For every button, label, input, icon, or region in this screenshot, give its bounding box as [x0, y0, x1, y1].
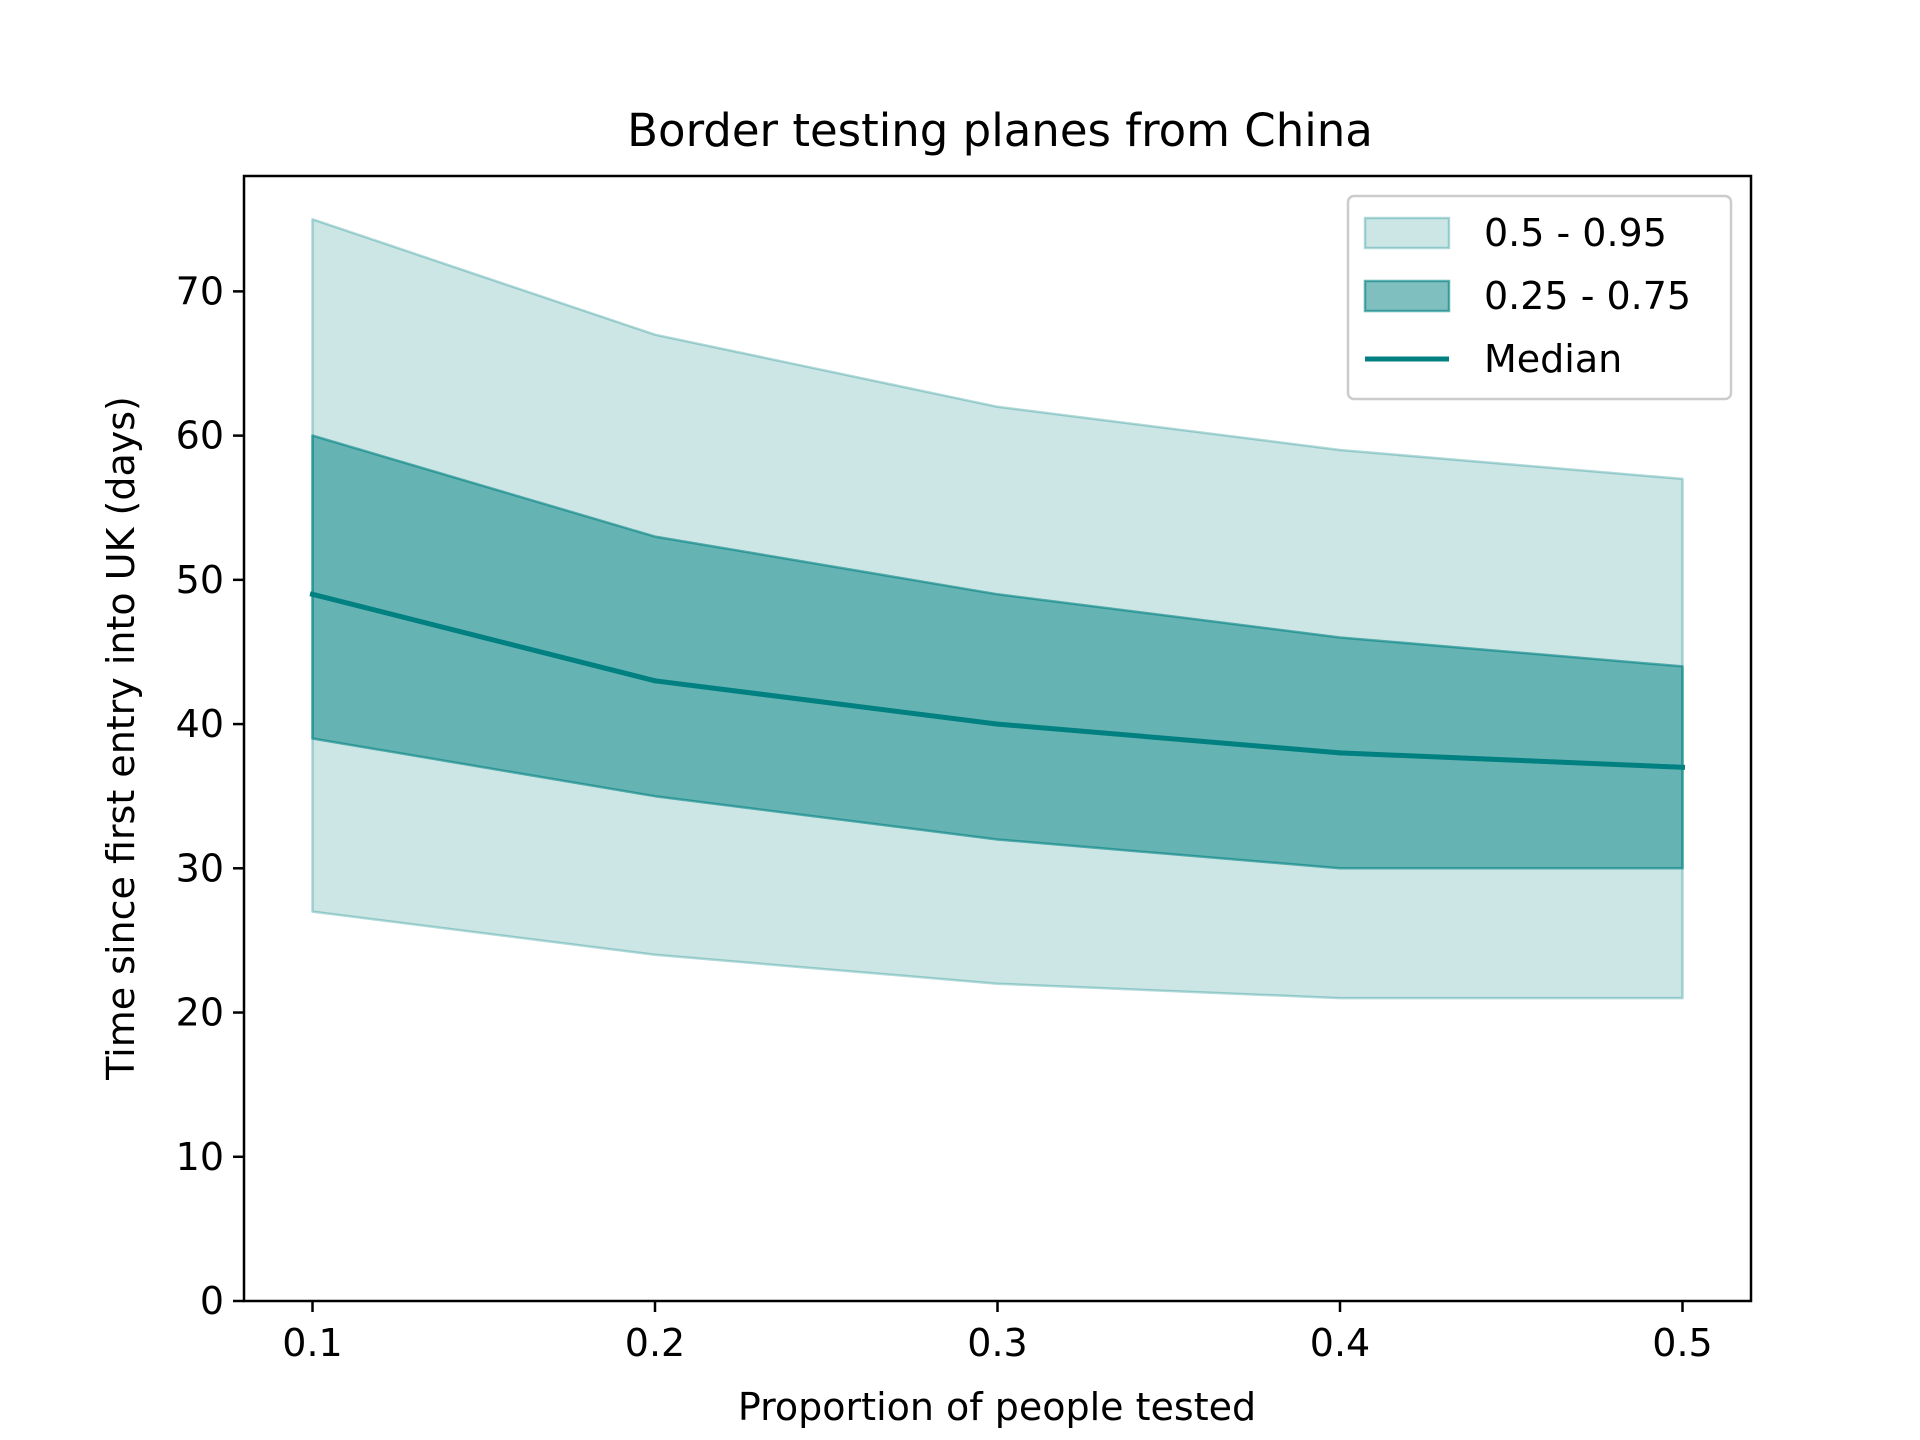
- band-area-1: [311, 434, 1684, 870]
- x-tick-label: 0.2: [625, 1321, 685, 1365]
- bands-layer: [311, 218, 1684, 1000]
- y-tick-label: 0: [200, 1279, 224, 1323]
- median-point: [652, 678, 658, 684]
- median-point: [1337, 750, 1343, 756]
- legend-label-inner-band: 0.25 - 0.75: [1484, 274, 1691, 318]
- chart-title: Border testing planes from China: [627, 104, 1373, 157]
- y-tick-label: 30: [176, 846, 224, 890]
- x-axis-label: Proportion of people tested: [738, 1385, 1256, 1429]
- median-point: [995, 721, 1000, 727]
- y-tick-label: 20: [176, 991, 224, 1035]
- x-tick-label: 0.4: [1310, 1321, 1370, 1365]
- y-tick-label: 50: [176, 558, 224, 602]
- legend-swatch-outer-band: [1363, 216, 1451, 250]
- median-point: [1680, 764, 1685, 770]
- legend-label-outer-band: 0.5 - 0.95: [1484, 211, 1667, 255]
- legend-swatch-inner-band: [1363, 279, 1451, 313]
- y-tick-label: 10: [176, 1135, 224, 1179]
- y-axis: 0 10 20 30 40 50 60 70: [176, 269, 244, 1323]
- x-axis: 0.1 0.2 0.3 0.4 0.5: [282, 1301, 1713, 1365]
- legend-label-median: Median: [1484, 337, 1622, 381]
- x-tick-label: 0.3: [967, 1321, 1027, 1365]
- legend: 0.5 - 0.95 0.25 - 0.75 Median: [1346, 194, 1733, 401]
- y-axis-label: Time since first entry into UK (days): [99, 396, 143, 1081]
- y-tick-label: 70: [176, 269, 224, 313]
- y-tick-label: 40: [176, 702, 224, 746]
- median-point: [310, 591, 315, 597]
- y-tick-label: 60: [176, 414, 224, 458]
- x-tick-label: 0.1: [282, 1321, 342, 1365]
- legend-frame: [1346, 194, 1733, 401]
- x-tick-label: 0.5: [1652, 1321, 1712, 1365]
- lines-layer: [309, 591, 1686, 770]
